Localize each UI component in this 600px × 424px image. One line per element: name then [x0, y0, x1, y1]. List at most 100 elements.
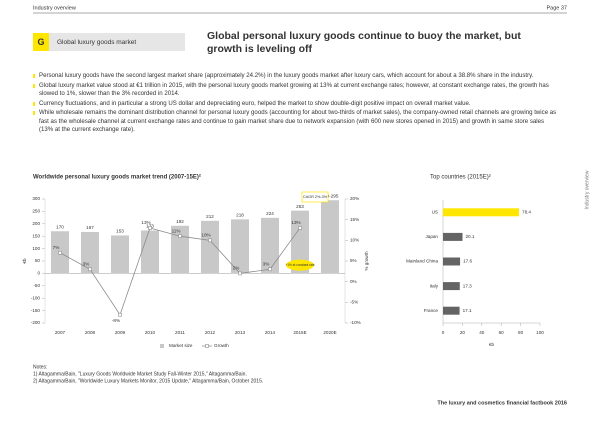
bar-value-label: 17.3 [463, 283, 472, 288]
x-tick-label: 2009 [115, 330, 126, 335]
x-tick-label: 2011 [175, 330, 185, 335]
y-tick-label: -200 [31, 320, 41, 325]
bar [231, 219, 249, 274]
y-tick-label: -100 [31, 295, 41, 300]
x-tick-label: 2013 [235, 330, 246, 335]
bar [201, 220, 219, 274]
y-tick-label: 150 [32, 233, 40, 238]
y-tick-label: 250 [32, 209, 40, 214]
y2-tick-label: -5% [350, 300, 358, 305]
bar [171, 225, 189, 274]
x-axis-label: €b [489, 342, 495, 347]
growth-marker [58, 250, 62, 255]
legend-swatch [205, 344, 209, 348]
bar-value-label: 192 [176, 219, 184, 224]
bar-value-label: 17.6 [463, 259, 472, 264]
annotation: +1% at constant rate [285, 263, 315, 267]
y2-tick-label: 15% [350, 217, 359, 222]
note: 2) Altagamma/Bain, "Worldwide Luxury Mar… [33, 378, 263, 384]
bar [443, 208, 520, 217]
y2-tick-label: -10% [350, 320, 361, 325]
bar-value-label: 17.1 [463, 308, 472, 313]
growth-value-label: 10% [201, 233, 210, 238]
x-tick-label: 0 [442, 330, 445, 335]
bullet: Currency fluctuations, and in particular… [33, 100, 558, 108]
x-tick-label: 20 [460, 330, 466, 335]
y-tick-label: 0 [37, 271, 40, 276]
bar [443, 232, 463, 241]
notes-heading: Notes: [33, 364, 47, 370]
growth-value-label: 3% [83, 261, 90, 266]
y2-axis-label: % growth [364, 251, 369, 271]
bar-value-label: 224 [266, 211, 274, 216]
growth-value-label: 11% [172, 228, 181, 233]
note: 1) Altagamma/Bain, "Luxury Goods Worldwi… [33, 371, 247, 377]
annotation: CAGR 2%-3% [303, 195, 328, 199]
y-tick-label: Japan [425, 234, 438, 239]
bar-value-label: 78.4 [522, 210, 531, 215]
bullet: While wholesale remains the dominant dis… [33, 109, 558, 134]
annotation-box [301, 191, 329, 203]
y2-tick-label: 0% [350, 279, 357, 284]
growth-marker [178, 234, 182, 238]
bar [443, 257, 461, 266]
section-letter: G [37, 37, 44, 47]
growth-marker [238, 271, 242, 276]
growth-value-label: 13% [291, 220, 300, 225]
header-section: Industry overview [33, 5, 76, 11]
x-tick-label: 2010 [145, 330, 156, 335]
growth-value-label: 3% [263, 261, 270, 266]
bar [141, 230, 159, 274]
section-letter-box [33, 33, 49, 51]
bullet: Personal luxury goods have the second la… [33, 72, 558, 80]
legend-label: Growth [214, 343, 229, 348]
bar-value-label: 167 [86, 225, 94, 230]
legend-swatch [160, 344, 164, 348]
page-title: Global personal luxury goods continue to… [207, 30, 521, 55]
section-label: Global luxury goods market [57, 39, 136, 46]
y-axis-label: €b [22, 258, 27, 264]
x-tick-label: 2012 [205, 330, 216, 335]
y-tick-label: 300 [32, 196, 40, 201]
y2-tick-label: 5% [350, 258, 357, 263]
growth-value-label: 13% [141, 220, 150, 225]
header-page: Page 37 [547, 5, 568, 11]
bar-value-label: 170 [56, 224, 64, 229]
bar-value-label: 20.1 [465, 234, 474, 239]
growth-marker [148, 226, 152, 230]
y-tick-label: Italy [430, 283, 439, 288]
y-tick-label: US [432, 210, 438, 215]
y-tick-label: -50 [33, 283, 40, 288]
bar-value-label: 153 [116, 229, 124, 234]
growth-marker [118, 312, 122, 317]
x-tick-label: 60 [499, 330, 505, 335]
annotation-bubble [286, 259, 314, 271]
bar [321, 200, 339, 274]
chart-title: Worldwide personal luxury goods market t… [33, 174, 201, 181]
bullet-list: Personal luxury goods have the second la… [33, 72, 558, 135]
bullet: Global luxury market value stood at €1 t… [33, 82, 558, 98]
growth-marker [208, 238, 212, 243]
bar [443, 282, 460, 291]
growth-marker [88, 267, 92, 272]
y-tick-label: France [424, 308, 439, 313]
bar [111, 235, 129, 274]
growth-marker [268, 267, 272, 272]
bar [291, 210, 309, 274]
x-tick-label: 40 [479, 330, 485, 335]
x-tick-label: 2008 [85, 330, 96, 335]
growth-marker [298, 226, 302, 230]
legend-label: Market size [169, 343, 193, 348]
y-tick-label: Mainland China [406, 259, 438, 264]
x-tick-label: 80 [518, 330, 524, 335]
bar [261, 217, 279, 274]
bar [443, 306, 460, 315]
x-tick-label: 2014 [265, 330, 276, 335]
y2-tick-label: 10% [350, 238, 359, 243]
growth-value-label: -8% [112, 318, 120, 323]
side-label: Industry overview [584, 170, 590, 209]
x-tick-label: 2015E [293, 330, 306, 335]
y-tick-label: 100 [32, 246, 40, 251]
